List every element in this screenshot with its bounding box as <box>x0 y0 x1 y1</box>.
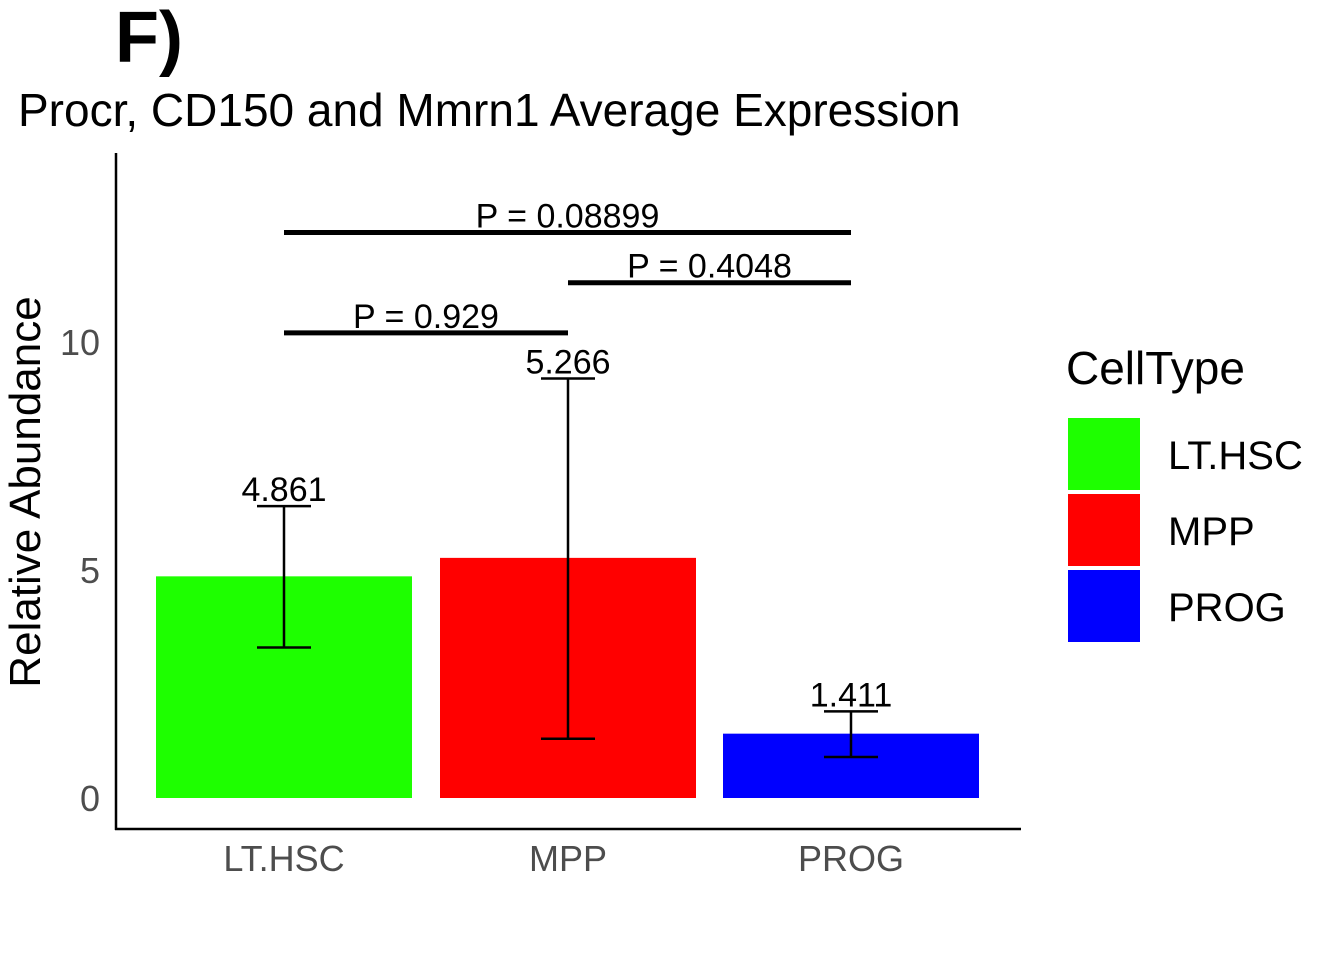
legend-title: CellType <box>1066 342 1245 394</box>
p-value-label: P = 0.929 <box>353 298 499 336</box>
legend-entry-label: MPP <box>1168 510 1255 554</box>
y-tick-label: 0 <box>80 778 100 819</box>
data-value-label: 4.861 <box>241 471 326 509</box>
x-tick-label: MPP <box>529 838 607 879</box>
comparisons-layer: P = 0.08899 P = 0.4048 P = 0.929 <box>284 198 851 336</box>
y-tick-label: 5 <box>80 550 100 591</box>
panel-label: F) <box>115 0 183 78</box>
error-bar <box>541 377 595 740</box>
data-value-label: 5.266 <box>525 343 610 381</box>
data-value-label: 1.411 <box>810 676 893 714</box>
legend-swatch <box>1068 494 1140 566</box>
x-tick-label: PROG <box>798 838 904 879</box>
legend-swatch <box>1068 418 1140 490</box>
x-tick-label: LT.HSC <box>223 838 344 879</box>
legend-entry-label: LT.HSC <box>1168 434 1303 478</box>
chart-title: Procr, CD150 and Mmrn1 Average Expressio… <box>18 84 961 136</box>
legend: LT.HSC MPP PROG <box>1068 418 1303 642</box>
x-ticks-layer: LT.HSC MPP PROG <box>223 838 904 879</box>
legend-swatch <box>1068 570 1140 642</box>
y-axis-label: Relative Abundance <box>1 296 50 687</box>
error-bars-layer <box>257 377 878 759</box>
error-bar <box>257 504 311 649</box>
p-value-label: P = 0.4048 <box>627 248 792 286</box>
p-value-label: P = 0.08899 <box>476 198 660 236</box>
y-tick-label: 10 <box>60 322 100 363</box>
error-bar <box>824 710 878 759</box>
legend-entry-label: PROG <box>1168 586 1286 630</box>
value-labels-layer: 4.861 5.266 1.411 <box>241 343 892 714</box>
y-ticks-layer: 0 5 10 <box>60 322 100 819</box>
